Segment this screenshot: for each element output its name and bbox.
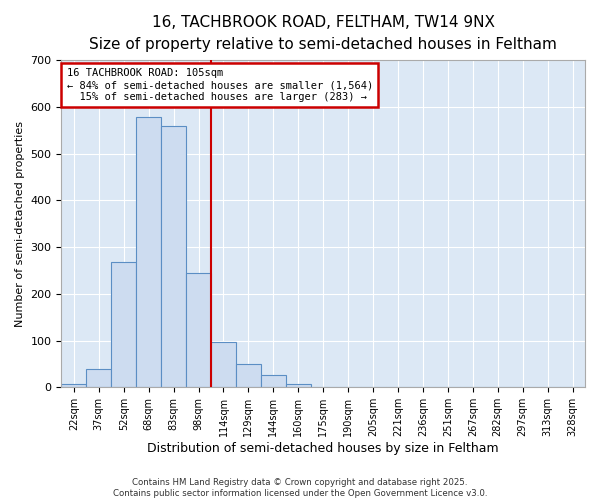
Bar bbox=[211, 342, 236, 388]
Bar bbox=[136, 118, 161, 388]
Bar bbox=[186, 273, 211, 388]
Bar bbox=[161, 126, 186, 388]
X-axis label: Distribution of semi-detached houses by size in Feltham: Distribution of semi-detached houses by … bbox=[148, 442, 499, 455]
Y-axis label: Number of semi-detached properties: Number of semi-detached properties bbox=[15, 121, 25, 327]
Bar bbox=[61, 384, 86, 388]
Title: 16, TACHBROOK ROAD, FELTHAM, TW14 9NX
Size of property relative to semi-detached: 16, TACHBROOK ROAD, FELTHAM, TW14 9NX Si… bbox=[89, 15, 557, 52]
Text: Contains HM Land Registry data © Crown copyright and database right 2025.
Contai: Contains HM Land Registry data © Crown c… bbox=[113, 478, 487, 498]
Bar bbox=[261, 374, 286, 388]
Bar bbox=[236, 364, 261, 388]
Bar bbox=[86, 368, 111, 388]
Bar bbox=[286, 384, 311, 388]
Bar bbox=[111, 262, 136, 388]
Text: 16 TACHBROOK ROAD: 105sqm
← 84% of semi-detached houses are smaller (1,564)
  15: 16 TACHBROOK ROAD: 105sqm ← 84% of semi-… bbox=[67, 68, 373, 102]
